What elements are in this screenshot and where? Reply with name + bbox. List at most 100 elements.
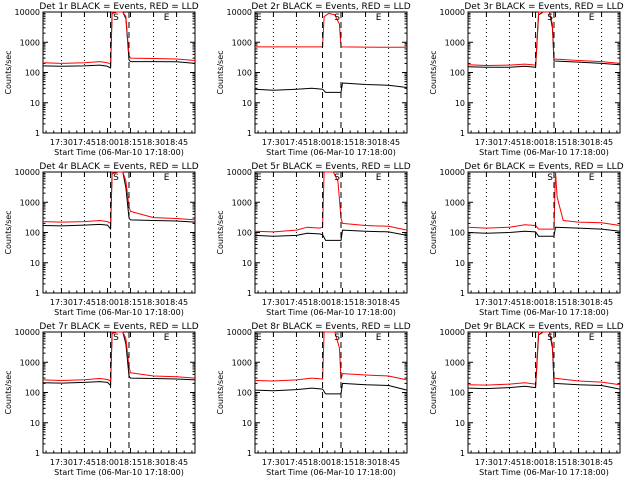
x-tick-label: 18:00 [308,458,331,467]
y-tick-label: 10000 [15,328,40,337]
events-series-line [254,382,408,395]
y-tick-label: 10 [242,259,252,268]
x-tick-label: 17:45 [285,138,308,147]
x-tick-label: 17:30 [50,138,73,147]
y-tick-label: 1000 [445,38,465,47]
x-tick-label: 17:30 [50,298,73,307]
x-tick-label: 18:30 [354,458,377,467]
lld-series-line [42,171,196,224]
y-tick-label: 1 [460,129,465,138]
panel-title: Det 1r BLACK = Events, RED = LLD [39,2,198,12]
lld-series-line [255,12,407,48]
detector-panel-1: Det 1r BLACK = Events, RED = LLD 1 10 100 10… [4,2,199,157]
x-tick-label: 18:15 [331,458,354,467]
events-series-line [254,82,408,93]
y-tick-label: 100 [25,389,40,398]
y-tick-label: 1000 [232,358,252,367]
x-tick-label: 17:30 [262,458,285,467]
panel-title: Det 4r BLACK = Events, RED = LLD [39,162,198,172]
y-tick-label: 1 [247,449,252,458]
interval-marker-start: S [113,13,119,23]
x-tick-label: 18:45 [590,138,613,147]
x-tick-label: 18:30 [567,458,590,467]
interval-marker-start: S [547,333,553,343]
interval-marker-end: E [589,13,595,23]
lld-series-line [467,11,621,66]
x-tick-label: 17:30 [475,458,498,467]
y-axis-label: Counts/sec [429,210,438,254]
x-tick-label: 17:30 [262,298,285,307]
events-series-line [42,331,196,386]
x-tick-label: 17:30 [50,458,73,467]
x-axis-label: Start Time (06-Mar-10 17:18:00) [266,148,396,157]
x-tick-label: 18:45 [377,138,400,147]
x-tick-label: 18:15 [544,458,567,467]
x-tick-label: 18:30 [567,298,590,307]
x-tick-label: 18:30 [567,138,590,147]
interval-marker-end: E [376,13,382,23]
x-tick-label: 18:15 [544,298,567,307]
x-tick-label: 17:45 [73,298,96,307]
y-tick-label: 1000 [445,358,465,367]
x-tick-label: 17:45 [498,298,521,307]
y-tick-label: 10 [455,259,465,268]
interval-marker-end: E [376,173,382,183]
x-tick-label: 18:30 [142,458,165,467]
y-tick-label: 1 [247,289,252,298]
y-tick-label: 100 [237,229,252,238]
lld-series-line [467,171,621,230]
interval-marker-end: E [589,333,595,343]
y-tick-label: 10000 [227,168,252,177]
events-series-line [42,11,196,69]
x-tick-label: 17:45 [285,458,308,467]
events-series-line [42,171,196,230]
interval-marker-start: S [334,333,340,343]
y-axis-label: Counts/sec [4,210,13,254]
x-axis-label: Start Time (06-Mar-10 17:18:00) [479,148,609,157]
detector-panel-2: Det 2r BLACK = Events, RED = LLD 1 10 100 10… [216,2,411,157]
y-tick-label: 100 [237,69,252,78]
interval-marker-end: E [256,13,262,23]
plot-frame [254,171,408,294]
x-tick-label: 18:15 [119,458,142,467]
x-tick-label: 18:00 [521,458,544,467]
x-tick-label: 18:30 [142,298,165,307]
y-tick-label: 1 [35,449,40,458]
detector-panel-3: Det 3r BLACK = Events, RED = LLD 1 10 100 10… [429,2,624,157]
x-tick-label: 18:15 [331,138,354,147]
interval-marker-end: E [164,173,170,183]
y-tick-label: 10000 [15,168,40,177]
x-tick-label: 18:15 [331,298,354,307]
x-tick-label: 18:00 [308,298,331,307]
lld-series-line [467,331,621,386]
x-tick-label: 18:45 [165,138,188,147]
y-tick-label: 10000 [440,8,465,17]
y-tick-label: 10000 [15,8,40,17]
x-axis-label: Start Time (06-Mar-10 17:18:00) [54,308,184,317]
x-tick-label: 17:45 [73,458,96,467]
x-tick-label: 18:45 [377,298,400,307]
panel-title: Det 6r BLACK = Events, RED = LLD [464,162,623,172]
plot-frame [467,11,621,134]
events-series-line [467,11,621,68]
panel-title: Det 9r BLACK = Events, RED = LLD [464,322,623,332]
x-tick-label: 18:00 [96,138,119,147]
interval-marker-end: E [256,173,262,183]
events-series-line [254,229,408,241]
interval-marker-end: E [589,173,595,183]
y-tick-label: 100 [450,69,465,78]
y-axis-label: Counts/sec [4,370,13,414]
x-tick-label: 17:45 [285,298,308,307]
detector-panel-7: Det 7r BLACK = Events, RED = LLD 1 10 100 10… [4,322,199,477]
y-tick-label: 1 [460,289,465,298]
x-tick-label: 18:30 [354,298,377,307]
y-tick-label: 10000 [440,168,465,177]
x-axis-label: Start Time (06-Mar-10 17:18:00) [266,468,396,477]
y-tick-label: 1000 [232,198,252,207]
y-tick-label: 1000 [232,38,252,47]
events-series-line [467,331,621,390]
x-tick-label: 18:00 [521,298,544,307]
x-axis-label: Start Time (06-Mar-10 17:18:00) [54,468,184,477]
plot-frame [42,331,196,454]
